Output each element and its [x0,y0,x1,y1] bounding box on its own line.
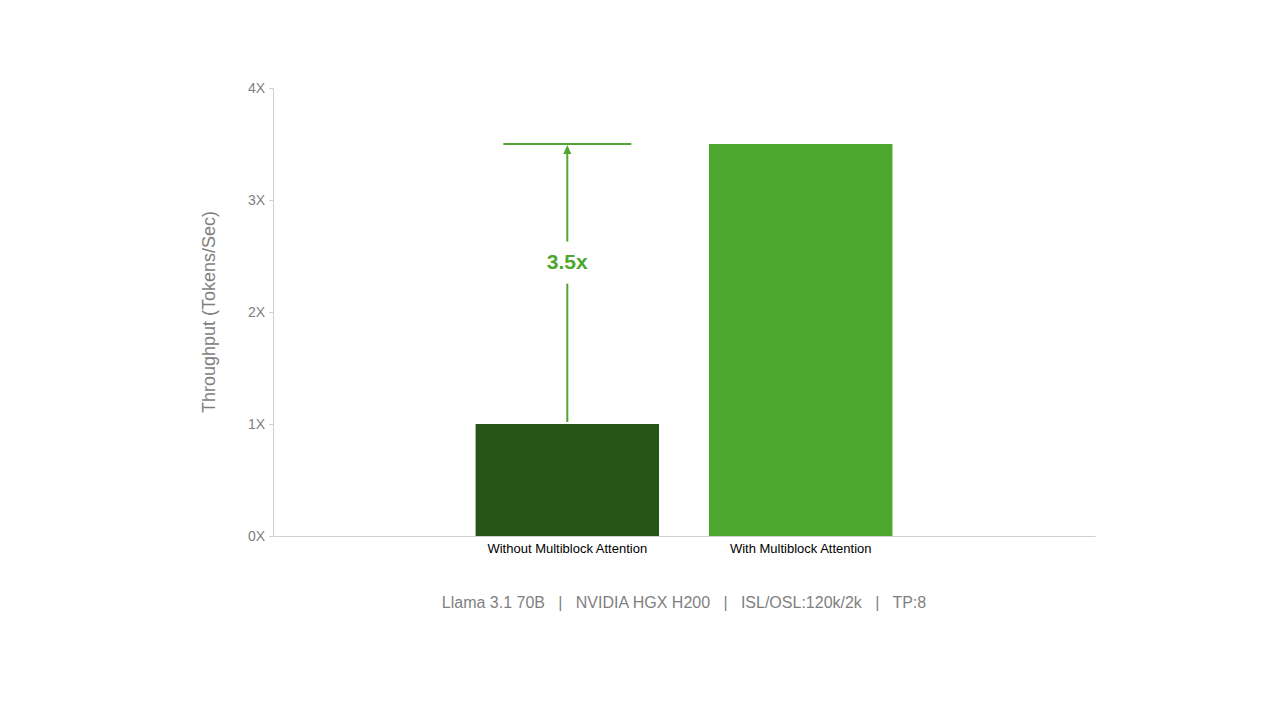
annotation-arrow-shaft [566,150,568,242]
x-tick: Without Multiblock Attention [487,541,647,556]
x-tick-label: With Multiblock Attention [730,541,872,556]
y-tick: 2X [248,304,273,320]
y-axis-line [269,89,274,537]
bar [476,424,659,536]
bar [709,144,892,536]
y-tick: 0X [248,528,273,544]
y-tick: 1X [248,416,273,432]
y-tick: 3X [248,192,273,208]
bars [476,144,893,536]
x-tick: With Multiblock Attention [730,541,872,556]
y-tick-label: 0X [248,528,266,544]
y-tick: 4X [248,80,273,96]
y-axis: 0X 1X 2X 3X 4X [248,80,274,544]
y-tick-mark [269,536,273,537]
y-tick-label: 2X [248,304,266,320]
x-axis: Without Multiblock Attention With Multibl… [274,537,1096,557]
annotation: 3.5x [503,144,631,422]
annotation-cap [503,143,631,145]
subtitle: Llama 3.1 70B | NVIDIA HGX H200 | ISL/OS… [442,594,927,611]
y-tick-mark [269,200,273,201]
annotation-arrow-shaft [566,284,568,422]
x-axis-line [274,536,1096,537]
annotation-text: 3.5x [547,250,588,273]
y-axis-title: Throughput (Tokens/Sec) [199,211,219,413]
x-tick-label: Without Multiblock Attention [487,541,647,556]
y-tick-label: 3X [248,192,266,208]
y-tick-label: 1X [248,416,266,432]
y-tick-mark [269,424,273,425]
annotation-arrow-head [563,145,571,154]
y-tick-mark [269,312,273,313]
y-tick-label: 4X [248,80,266,96]
y-tick-mark [269,88,273,89]
chart: 0X1X2X3X4XWithout Multiblock AttentionWi… [0,0,1280,720]
